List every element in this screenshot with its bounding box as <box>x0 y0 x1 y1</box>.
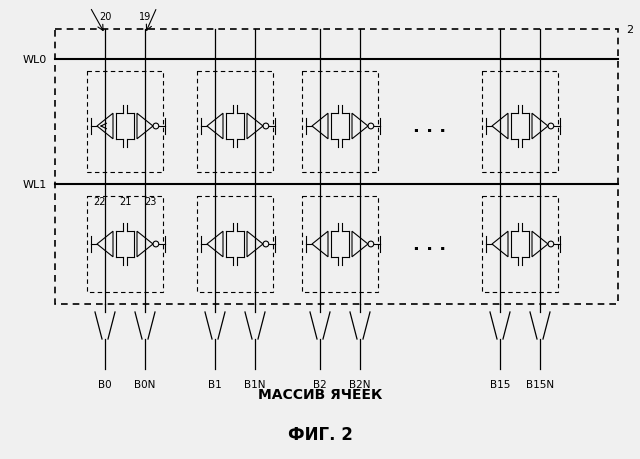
Text: 21: 21 <box>119 196 131 207</box>
Text: 23: 23 <box>144 196 156 207</box>
Bar <box>87 72 163 173</box>
Text: B1: B1 <box>208 379 222 389</box>
Text: WL1: WL1 <box>23 179 47 190</box>
Text: B2N: B2N <box>349 379 371 389</box>
Text: B15N: B15N <box>526 379 554 389</box>
Text: B0N: B0N <box>134 379 156 389</box>
Bar <box>482 196 558 292</box>
Text: 22: 22 <box>93 196 106 207</box>
Bar <box>302 72 378 173</box>
Text: 2: 2 <box>626 25 633 35</box>
Text: WL0: WL0 <box>23 55 47 65</box>
Text: B0: B0 <box>98 379 112 389</box>
Bar <box>55 30 618 304</box>
Text: B1N: B1N <box>244 379 266 389</box>
Text: . . .: . . . <box>413 235 447 253</box>
Bar <box>482 72 558 173</box>
Text: ФИГ. 2: ФИГ. 2 <box>287 425 353 443</box>
Text: 20: 20 <box>99 12 111 22</box>
Text: МАССИВ ЯЧЕЕК: МАССИВ ЯЧЕЕК <box>258 387 382 401</box>
Text: B2: B2 <box>313 379 327 389</box>
Bar <box>87 196 163 292</box>
Bar <box>197 196 273 292</box>
Bar <box>197 72 273 173</box>
Bar <box>302 196 378 292</box>
Text: . . .: . . . <box>413 118 447 136</box>
Text: 19: 19 <box>139 12 151 22</box>
Text: B15: B15 <box>490 379 510 389</box>
